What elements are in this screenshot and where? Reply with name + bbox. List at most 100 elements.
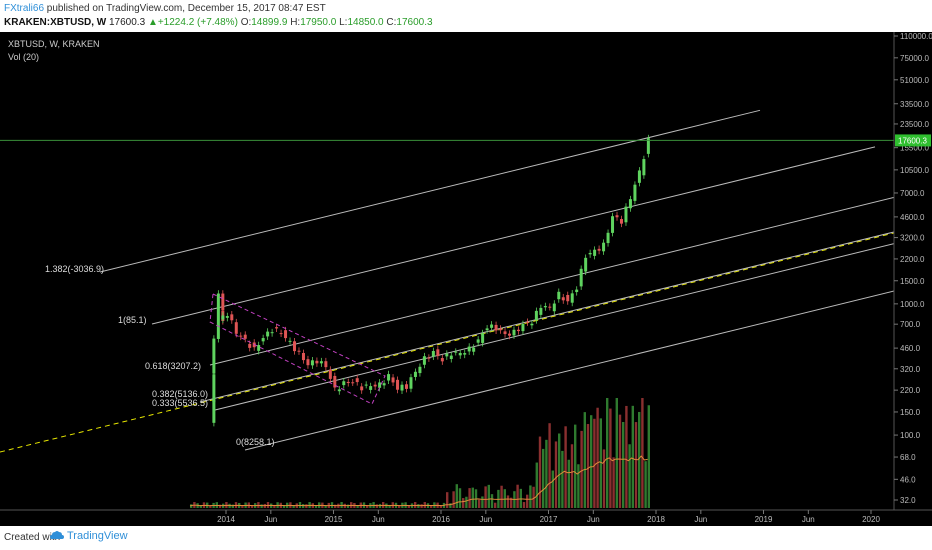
tradingview-cloud-icon — [50, 531, 64, 539]
fib-line-0 — [244, 290, 895, 451]
fibonacci-channel: 1.382(-3036.9) 1(85.1) 0.618(3207.2) 0.382(… — [0, 109, 895, 453]
volume-bar — [535, 462, 538, 508]
candle-body — [593, 249, 597, 256]
time-tick-label: Jun — [479, 515, 492, 524]
volume-bar — [554, 441, 558, 508]
symbol-label: KRAKEN:XBTUSD, W — [4, 17, 107, 28]
candle-body — [431, 351, 435, 357]
price-tick-label: 1500.0 — [900, 277, 925, 286]
candle-body — [409, 377, 413, 389]
volume-bar — [503, 489, 506, 508]
fib-label: 0.618(3207.2) — [145, 361, 201, 371]
candle-body — [275, 327, 279, 329]
candle-body — [342, 381, 346, 386]
fib-label: 1(85.1) — [118, 315, 147, 325]
created-with-text: Created with — [4, 532, 61, 543]
fib-label: 0.382(5136.0) — [152, 389, 208, 399]
volume-bar — [574, 424, 577, 508]
candle-body — [449, 355, 453, 359]
candle-body — [324, 361, 328, 368]
candle-body — [351, 382, 355, 384]
volume-bar — [570, 444, 574, 508]
fib-line-0333 — [214, 243, 895, 411]
tradingview-logo[interactable]: TradingView — [50, 530, 128, 542]
candle-body — [561, 297, 565, 301]
volume-bar — [577, 464, 580, 508]
volume-bar — [241, 505, 244, 508]
candle-body — [611, 216, 615, 233]
candle-body — [557, 291, 561, 300]
volume-bar — [490, 494, 494, 508]
candle-body — [633, 184, 637, 201]
candle-body — [387, 374, 391, 381]
candle-body — [463, 353, 467, 355]
candle-body — [212, 338, 216, 374]
price-tick-label: 33500.0 — [900, 100, 929, 109]
fib-label: 1.382(-3036.9) — [45, 264, 104, 274]
volume-bar — [250, 505, 254, 508]
publish-line: FXtrali66 published on TradingView.com, … — [4, 3, 326, 14]
candlestick-series — [212, 134, 650, 427]
volume-bar — [398, 505, 401, 508]
author-link[interactable]: FXtrali66 — [4, 3, 45, 14]
volume-bar — [273, 504, 276, 508]
candle-body — [391, 377, 395, 383]
volume-bar — [314, 505, 318, 508]
volume-bar — [356, 505, 359, 508]
candle-body — [422, 356, 426, 365]
volume-bar — [606, 398, 609, 508]
candle-body — [239, 335, 243, 337]
candle-body — [364, 384, 368, 386]
candle-body — [212, 374, 216, 403]
candle-body — [301, 352, 305, 361]
volume-bar — [644, 461, 647, 508]
volume-bar — [529, 485, 532, 508]
volume-bar — [478, 499, 481, 508]
candle-body — [646, 138, 650, 154]
candle-body — [503, 331, 507, 335]
volume-bar — [420, 504, 423, 508]
time-axis[interactable]: 2014 Jun 2015 Jun 2016 Jun 2017 Jun 2018 Jun 2019 J… — [217, 510, 880, 524]
candle-body — [472, 347, 476, 352]
candle-body — [288, 340, 292, 342]
volume-bar — [452, 491, 455, 508]
candle-body — [525, 321, 529, 323]
price-chart[interactable]: 1.382(-3036.9) 1(85.1) 0.618(3207.2) 0.382(… — [0, 32, 932, 526]
chart-background — [0, 32, 932, 526]
price-tick-label: 110000.0 — [900, 32, 932, 41]
candle-body — [642, 159, 646, 176]
candle-body — [373, 384, 377, 387]
volume-bar — [282, 505, 286, 508]
candle-body — [279, 333, 283, 335]
price-tick-label: 460.0 — [900, 344, 921, 353]
candle-body — [248, 343, 252, 348]
price-axis[interactable]: 32.0 46.0 68.0 100.0 150.0 220.0 320.0 460.0 700… — [894, 32, 932, 505]
volume-bar — [602, 449, 606, 508]
candle-body — [436, 349, 440, 357]
volume-bar — [506, 495, 510, 508]
volume-bar — [446, 492, 449, 508]
candle-body — [404, 384, 408, 389]
candle-body — [588, 252, 592, 255]
close-label: C: — [386, 17, 397, 28]
up-arrow-icon: ▲ — [147, 17, 158, 28]
time-tick-label: 2016 — [432, 515, 450, 524]
volume-bar — [407, 505, 410, 508]
descending-channel — [209, 293, 386, 405]
volume-bar — [494, 502, 497, 508]
candle-body — [637, 170, 641, 183]
volume-bar — [561, 450, 564, 508]
volume-bar — [449, 503, 452, 508]
volume-bar — [260, 504, 263, 508]
candle-body — [243, 334, 247, 339]
volume-bar — [538, 436, 542, 508]
legend-symbol: XBTUSD, W, KRAKEN — [8, 39, 100, 49]
price-tick-label: 51000.0 — [900, 76, 929, 85]
volume-bar — [516, 484, 519, 508]
open-value: 14899.9 — [251, 17, 288, 28]
candle-body — [467, 346, 471, 352]
candle-body — [499, 328, 503, 331]
time-tick-label: 2018 — [647, 515, 665, 524]
candle-body — [257, 345, 261, 351]
price-tick-label: 68.0 — [900, 453, 916, 462]
